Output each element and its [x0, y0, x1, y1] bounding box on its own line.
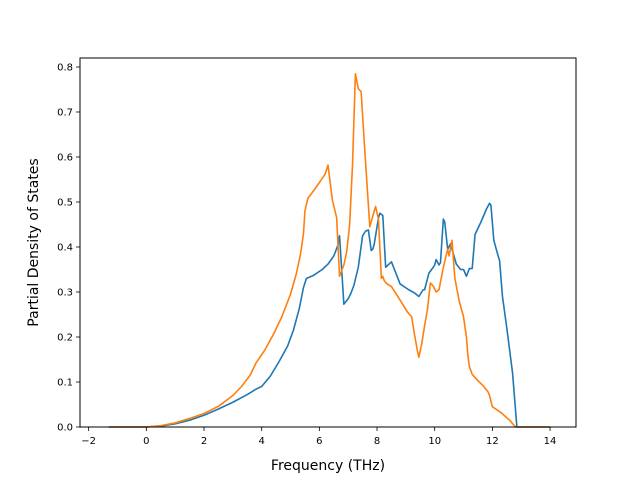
- series-line-2: [108, 72, 551, 428]
- x-tick-label: 0: [143, 436, 149, 447]
- x-tick-label: 4: [258, 436, 264, 447]
- y-tick-label: 0.0: [57, 423, 73, 434]
- y-tick-label: 0.5: [57, 198, 73, 209]
- x-axis-label: Frequency (THz): [271, 458, 385, 474]
- x-tick-label: 8: [374, 436, 380, 447]
- y-tick-label: 0.8: [57, 63, 73, 74]
- y-tick-label: 0.4: [57, 243, 73, 254]
- y-tick-label: 0.1: [57, 378, 73, 389]
- y-tick-label: 0.3: [57, 288, 73, 299]
- x-tick-label: 12: [486, 436, 499, 447]
- plot-frame: [79, 57, 577, 428]
- y-axis-label: Partial Density of States: [26, 158, 42, 326]
- series-line-1: [108, 202, 551, 428]
- y-axis: 0.0 0.1 0.2 0.3 0.4 0.5 0.6 0.7 0.8: [57, 63, 80, 434]
- x-axis: −2 0 2 4 6 8 10 12 14: [81, 427, 556, 447]
- x-tick-label: 14: [544, 436, 557, 447]
- x-tick-label: 6: [316, 436, 322, 447]
- x-tick-label: 2: [201, 436, 207, 447]
- x-tick-label: −2: [81, 436, 96, 447]
- x-tick-label: 10: [428, 436, 441, 447]
- y-tick-label: 0.7: [57, 108, 73, 119]
- series-layer: [108, 72, 551, 428]
- y-tick-label: 0.6: [57, 153, 73, 164]
- y-tick-label: 0.2: [57, 333, 73, 344]
